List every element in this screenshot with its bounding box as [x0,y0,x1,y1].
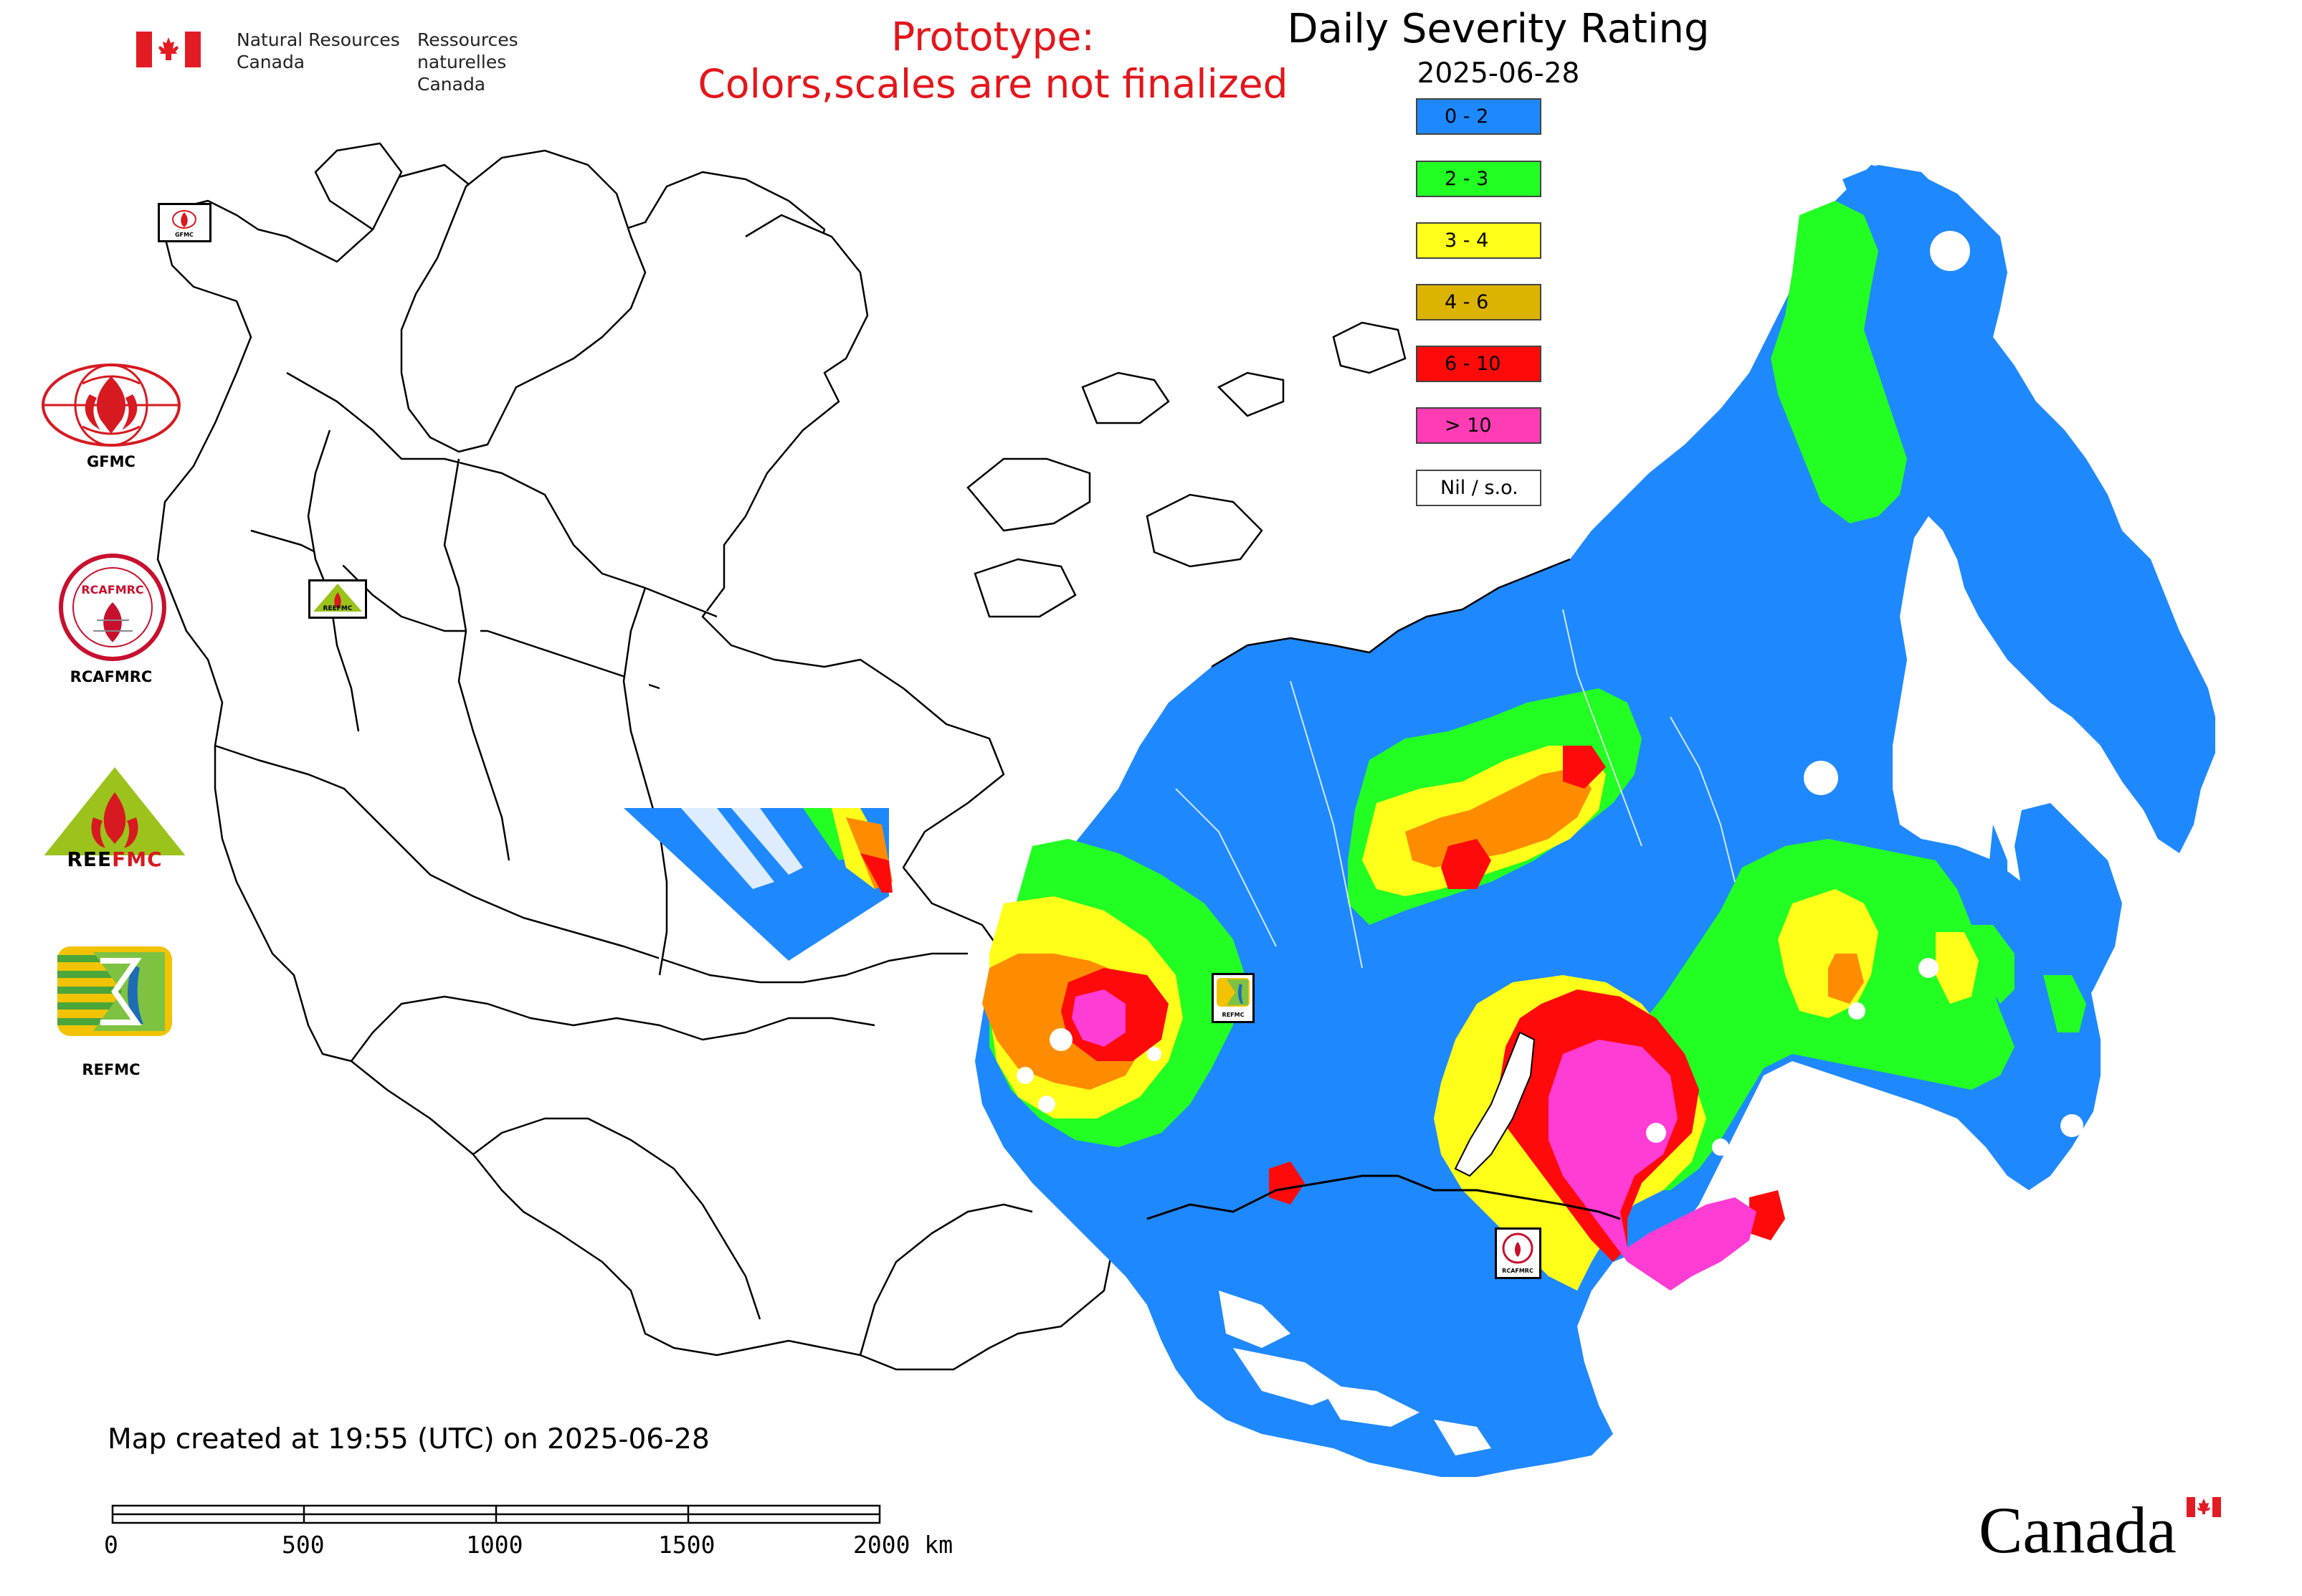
org-name-en: Natural Resources Canada [237,29,400,73]
reefmc-marker-label: REEFMC [323,605,353,612]
map-artifact [624,808,893,961]
rivers [1175,609,1736,969]
map-marker-reefmc[interactable]: REEFMC [308,579,367,619]
canada-wordmark-logo: Canada [1979,1493,2221,1563]
international-border [1146,1174,1621,1220]
refmc-marker-icon: REFMC [1217,978,1250,1018]
scale-bar [111,1504,881,1524]
legend-label: > 10 [1445,414,1492,437]
scale-label-2000km: 2000 km [853,1531,953,1559]
refmc-logo-label: REFMC [82,1061,141,1078]
legend-label: 3 - 4 [1445,229,1489,252]
refmc-logo-icon [57,946,172,1036]
svg-text:RCAFMRC: RCAFMRC [81,583,143,597]
prototype-line2: Colors,scales are not finalized [698,61,1288,107]
legend-class-nil: Nil / s.o. [1416,470,1541,506]
asia-severity-fill [975,165,2215,1477]
org-fr-line2: Canada [417,74,486,95]
europe-country-outlines [156,142,1134,1371]
map-marker-refmc[interactable]: REFMC [1212,973,1255,1023]
nil-areas [1017,231,2083,1455]
map-created-text: Map created at 19:55 (UTC) on 2025-06-28 [108,1423,710,1455]
legend-class-4-6: 4 - 6 [1416,284,1541,320]
legend-label: 0 - 2 [1445,105,1489,128]
legend-date: 2025-06-28 [1417,57,1580,90]
arctic-islands [966,321,1407,618]
reefmc-logo-label: REEFMC [67,847,163,871]
org-en-line2: Canada [237,52,305,72]
gfmc-logo-label: GFMC [87,453,135,470]
legend-title: Daily Severity Rating [1287,6,1710,52]
rcafmrc-logo-label: RCAFMRC [70,668,153,685]
legend-label: 6 - 10 [1445,353,1501,375]
gfmc-marker-label: GFMC [175,232,194,238]
nordic-outline [400,149,869,453]
gfmc-logo-icon [42,364,181,447]
legend-class-0-2: 0 - 2 [1416,98,1541,135]
scale-label-1500: 1500 [658,1531,715,1559]
prototype-notice: Prototype: Colors,scales are not finaliz… [660,13,1326,108]
coastline [1211,558,1571,668]
canada-wordmark-text: Canada [1979,1493,2177,1563]
legend-class-6-10: 6 - 10 [1416,346,1541,382]
canada-flag-icon [136,32,201,67]
scale-label-500: 500 [282,1531,325,1559]
severity-zone-above-10 [1072,989,1756,1291]
rcafmrc-marker-icon: RCAFMRC [1502,1232,1533,1274]
legend-class-above-10: > 10 [1416,407,1541,444]
rcafmrc-marker-label: RCAFMRC [1502,1268,1533,1274]
map-marker-gfmc[interactable]: GFMC [158,203,211,242]
legend-class-3-4: 3 - 4 [1416,222,1541,259]
legend-label: 2 - 3 [1445,168,1489,190]
legend-label: 4 - 6 [1445,291,1489,313]
lake-baikal [1454,1031,1536,1177]
rcafmrc-logo-icon: RCAFMRC [59,554,166,661]
legend-label: Nil / s.o. [1440,477,1518,499]
legend-class-2-3: 2 - 3 [1416,161,1541,197]
scale-label-1000: 1000 [466,1531,523,1559]
map-marker-rcafmrc[interactable]: RCAFMRC [1495,1227,1541,1279]
gfmc-marker-icon: GFMC [172,210,196,238]
refmc-marker-label: REFMC [1222,1012,1245,1018]
nrcan-signature: Natural Resources Canada Ressources natu… [136,26,602,95]
org-en-line1: Natural Resources [237,29,400,50]
reefmc-logo-icon [39,767,190,875]
scale-label-0: 0 [104,1531,118,1559]
reefmc-marker-icon: REEFMC [313,584,362,612]
org-fr-line1: Ressources naturelles [417,29,518,72]
prototype-line1: Prototype: [891,14,1095,60]
org-name-fr: Ressources naturelles Canada [417,29,602,95]
